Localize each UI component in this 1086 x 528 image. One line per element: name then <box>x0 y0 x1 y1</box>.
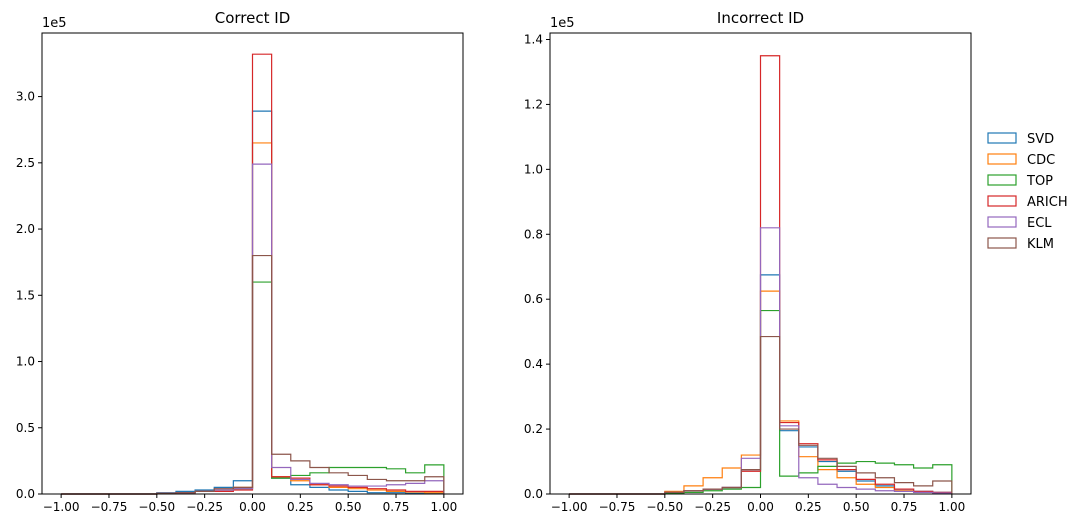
legend-swatch-arich <box>987 195 1017 207</box>
y-tick-label: 2.5 <box>16 156 35 170</box>
legend-label-svd: SVD <box>1027 132 1054 147</box>
x-tick-label: 1.00 <box>431 500 458 514</box>
plot-area: −1.00 −0.75 −0.50 −0.25 0.00 0.25 0.50 0.75 1.00… <box>16 32 464 514</box>
x-tick-label: −1.00 <box>43 500 80 514</box>
x-tick-label: −0.25 <box>694 500 731 514</box>
x-tick-label: 0.50 <box>335 500 362 514</box>
legend-swatch-top <box>987 174 1017 186</box>
y-tick-label: 1.0 <box>524 162 543 176</box>
y-tick-label: 0.6 <box>524 292 543 306</box>
legend-label-cdc: CDC <box>1027 153 1055 168</box>
panel-title: Correct ID <box>215 9 291 27</box>
y-tick-label: 0.0 <box>16 487 35 501</box>
x-tick-label: 0.50 <box>843 500 870 514</box>
y-tick-label: 1.4 <box>524 32 543 46</box>
y-tick-label: 0.5 <box>16 421 35 435</box>
y-tick-label: 1.5 <box>16 288 35 302</box>
legend-swatch-cdc <box>987 153 1017 165</box>
x-tick-label: −1.00 <box>551 500 588 514</box>
x-tick-label: −0.50 <box>646 500 683 514</box>
x-tick-label: −0.75 <box>91 500 128 514</box>
legend-label-klm: KLM <box>1027 237 1054 252</box>
y-tick-label: 2.0 <box>16 222 35 236</box>
x-tick-label: 0.25 <box>287 500 314 514</box>
legend-label-top: TOP <box>1026 174 1053 189</box>
y-tick-label: 0.2 <box>524 422 543 436</box>
x-tick-label: 1.00 <box>939 500 966 514</box>
y-offset-label: 1e5 <box>550 16 575 31</box>
x-tick-label: 0.00 <box>747 500 774 514</box>
legend-swatch-svd <box>987 132 1017 144</box>
x-tick-label: 0.75 <box>383 500 410 514</box>
panel-title: Incorrect ID <box>717 9 804 27</box>
y-tick-label: 0.4 <box>524 357 543 371</box>
legend-label-ecl: ECL <box>1027 216 1052 231</box>
y-tick-label: 1.0 <box>16 355 35 369</box>
y-tick-label: 0.0 <box>524 487 543 501</box>
y-tick-label: 3.0 <box>16 90 35 104</box>
legend-swatch-ecl <box>987 216 1017 228</box>
x-tick-label: 0.00 <box>239 500 266 514</box>
series-klm-step <box>61 254 445 495</box>
x-tick-label: −0.50 <box>138 500 175 514</box>
panel-incorrect-id: Incorrect ID 1e5 −1.00 −0.75 −0.50 −0.25 0.0… <box>524 9 972 514</box>
plot-area: −1.00 −0.75 −0.50 −0.25 0.00 0.25 0.50 0.75 1.00… <box>524 32 972 514</box>
legend-label-arich: ARICH <box>1027 195 1068 210</box>
legend: SVD CDC TOP ARICH ECL KLM <box>987 132 1068 252</box>
panel-correct-id: Correct ID 1e5 −1.00 −0.75 −0.50 −0.25 0.00 0… <box>16 9 464 514</box>
x-tick-label: −0.25 <box>186 500 223 514</box>
legend-swatch-klm <box>987 237 1017 249</box>
x-tick-label: −0.75 <box>599 500 636 514</box>
x-tick-label: 0.25 <box>795 500 822 514</box>
x-tick-label: 0.75 <box>891 500 918 514</box>
series-klm-step <box>569 335 953 495</box>
y-tick-label: 1.2 <box>524 97 543 111</box>
y-offset-label: 1e5 <box>42 16 67 31</box>
y-tick-label: 0.8 <box>524 227 543 241</box>
